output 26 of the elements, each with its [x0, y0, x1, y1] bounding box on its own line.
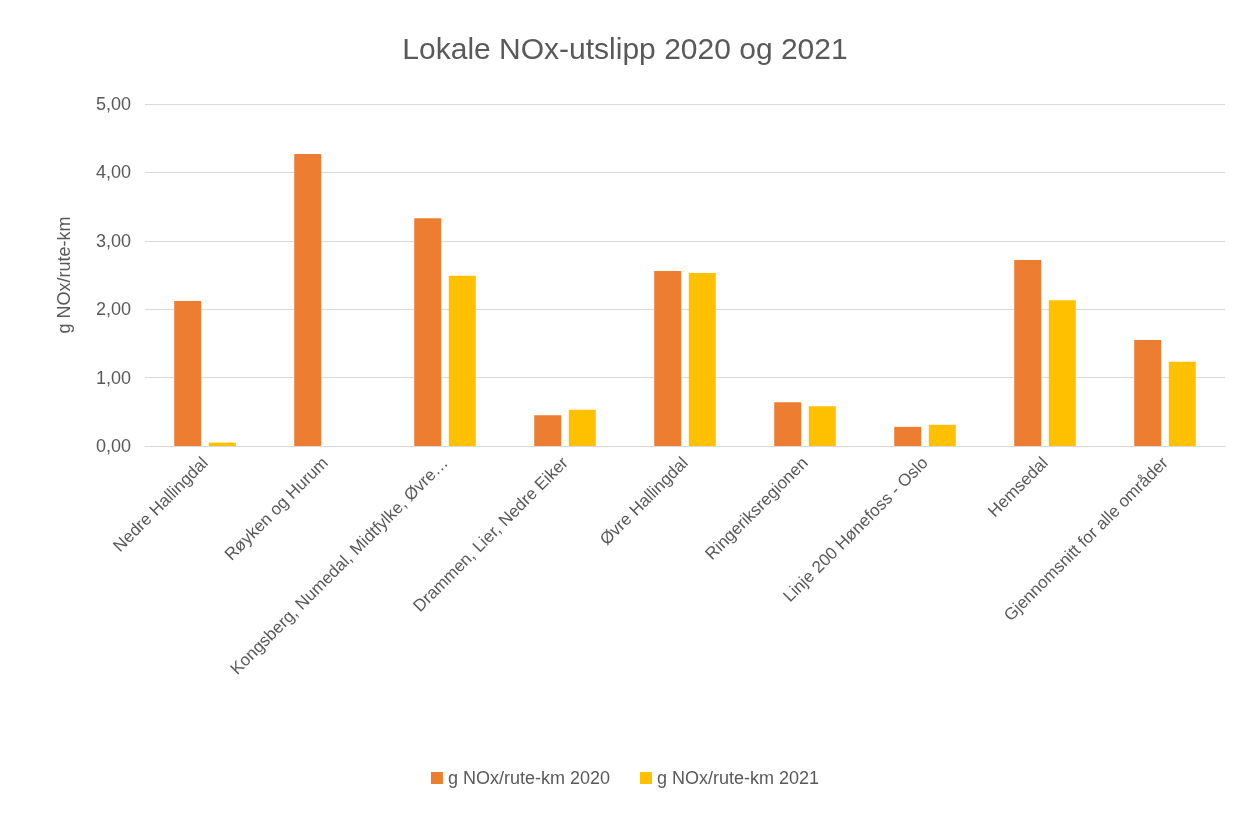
bar [1134, 339, 1162, 446]
bar [654, 270, 682, 446]
y-tick-label: 2,00 [95, 299, 131, 320]
legend-label: g NOx/rute-km 2021 [657, 768, 820, 788]
y-axis-title: g NOx/rute-km [54, 216, 74, 334]
bar [448, 275, 476, 446]
y-tick-label: 3,00 [95, 230, 131, 251]
bar [774, 402, 802, 446]
bar [808, 406, 836, 446]
bar [1168, 361, 1196, 446]
chart-title: Lokale NOx-utslipp 2020 og 2021 [402, 31, 848, 65]
bar [1014, 259, 1042, 446]
y-tick-label: 5,00 [95, 94, 131, 114]
bar [894, 426, 922, 446]
y-tick-label: 0,00 [95, 436, 131, 456]
bar [174, 300, 202, 446]
bar [688, 272, 716, 446]
bar [414, 218, 442, 446]
y-tick-label: 1,00 [95, 367, 131, 388]
bar [1048, 300, 1076, 446]
y-tick-label: 4,00 [95, 162, 131, 183]
bar [568, 409, 596, 446]
bar [534, 415, 562, 446]
bar [928, 424, 956, 446]
legend-label: g NOx/rute-km 2020 [447, 768, 610, 788]
bar [294, 153, 322, 446]
